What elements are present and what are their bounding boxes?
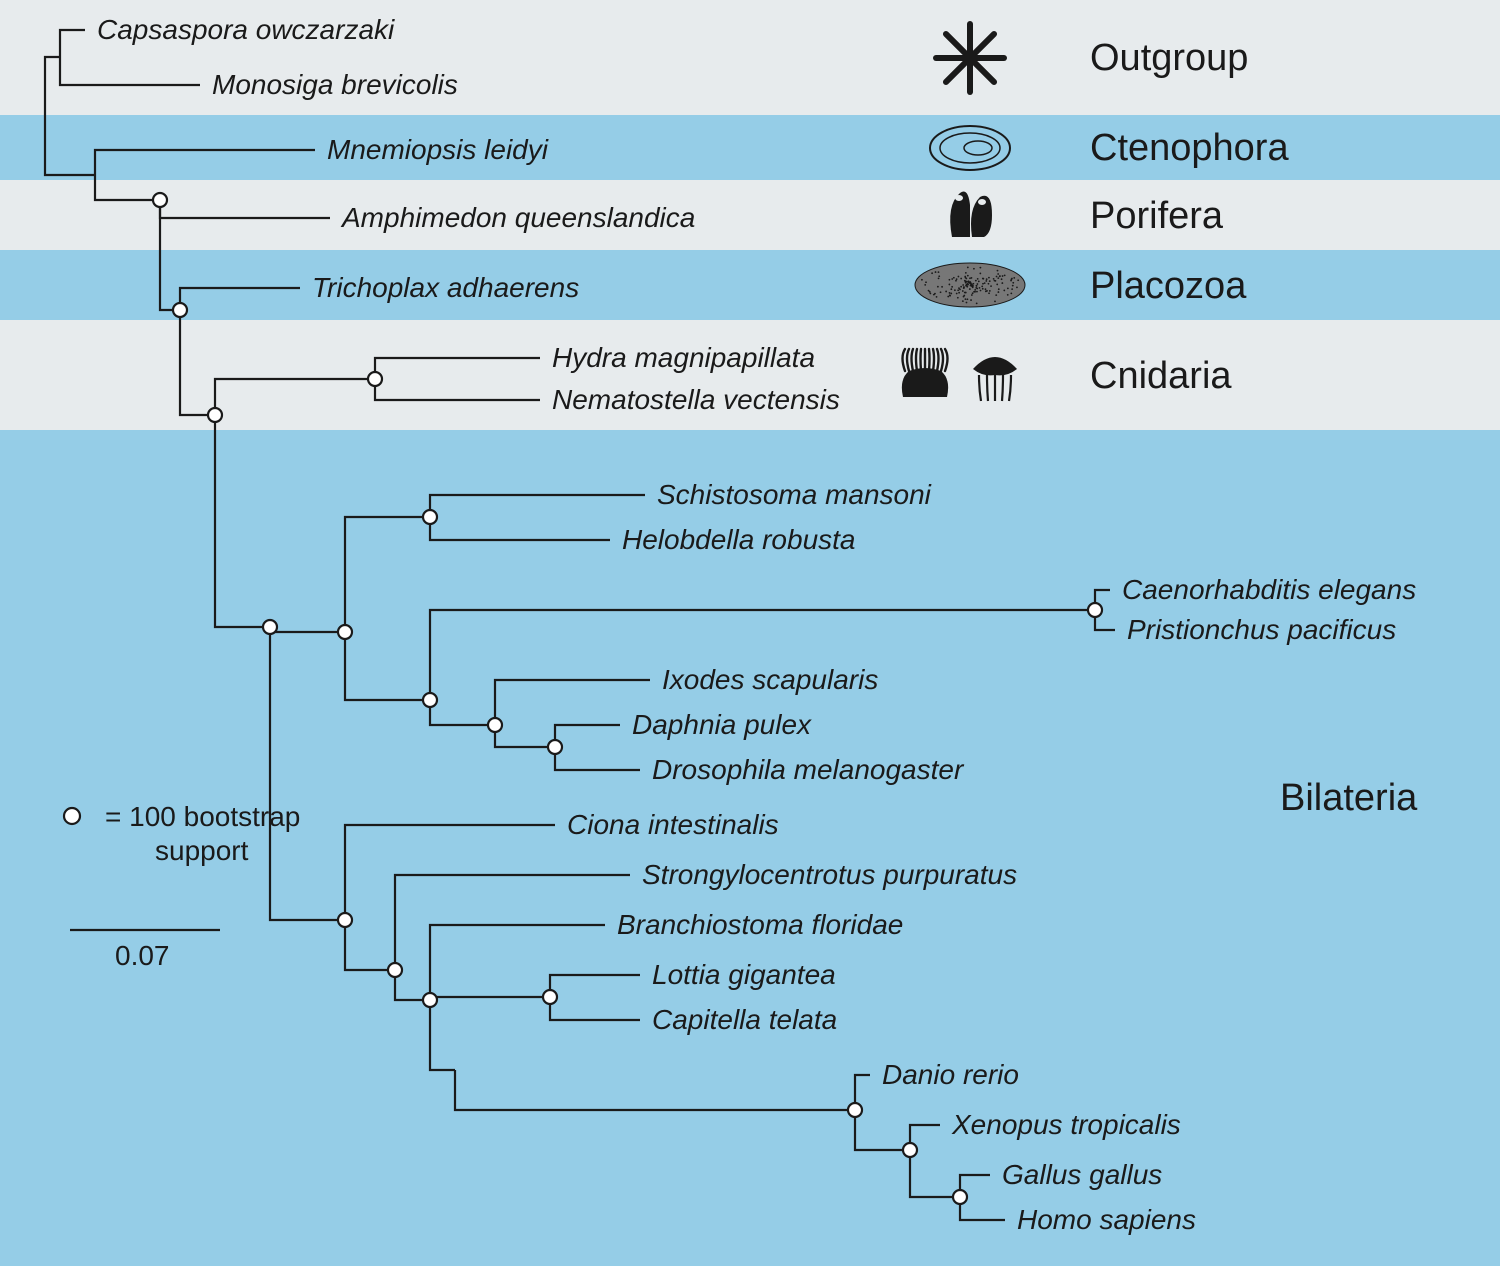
species-label: Gallus gallus [1002, 1159, 1162, 1190]
phylogenetic-tree-figure: Capsaspora owczarzaki Monosiga brevicolis… [0, 0, 1500, 1266]
legend-node-icon [64, 808, 80, 824]
species-label: Drosophila melanogaster [652, 754, 965, 785]
bootstrap-node [903, 1143, 917, 1157]
band-placozoa [0, 250, 1500, 320]
species-label: Ciona intestinalis [567, 809, 779, 840]
group-label-cnidaria: Cnidaria [1090, 355, 1232, 397]
species-label: Caenorhabditis elegans [1122, 574, 1416, 605]
species-label: Mnemiopsis leidyi [327, 134, 549, 165]
group-label-bilateria: Bilateria [1280, 777, 1418, 819]
group-label-ctenophora: Ctenophora [1090, 127, 1289, 169]
species-label: Branchiostoma floridae [617, 909, 903, 940]
bootstrap-node [263, 620, 277, 634]
bootstrap-node [423, 510, 437, 524]
species-label: Capitella telata [652, 1004, 837, 1035]
species-label: Lottia gigantea [652, 959, 836, 990]
legend-text: support [155, 835, 249, 866]
bootstrap-node [208, 408, 222, 422]
species-label: Xenopus tropicalis [951, 1109, 1181, 1140]
bootstrap-node [1088, 603, 1102, 617]
species-label: Daphnia pulex [632, 709, 812, 740]
species-label: Amphimedon queenslandica [340, 202, 695, 233]
species-label: Trichoplax adhaerens [312, 272, 579, 303]
species-label: Nematostella vectensis [552, 384, 840, 415]
bootstrap-node [488, 718, 502, 732]
scale-label: 0.07 [115, 940, 170, 971]
bootstrap-node [423, 993, 437, 1007]
legend-text: = 100 bootstrap [105, 801, 300, 832]
bootstrap-node [548, 740, 562, 754]
species-label: Schistosoma mansoni [657, 479, 932, 510]
placozoa-icon [915, 263, 1025, 307]
species-label: Capsaspora owczarzaki [97, 14, 395, 45]
bootstrap-node [173, 303, 187, 317]
species-label: Homo sapiens [1017, 1204, 1196, 1235]
bootstrap-node [423, 693, 437, 707]
group-label-outgroup: Outgroup [1090, 37, 1248, 79]
outgroup-icon [936, 24, 1004, 92]
species-label: Strongylocentrotus purpuratus [642, 859, 1017, 890]
species-label: Monosiga brevicolis [212, 69, 458, 100]
species-label: Pristionchus pacificus [1127, 614, 1396, 645]
species-label: Danio rerio [882, 1059, 1019, 1090]
bootstrap-node [848, 1103, 862, 1117]
bootstrap-node [338, 913, 352, 927]
bootstrap-node [338, 625, 352, 639]
species-label: Ixodes scapularis [662, 664, 878, 695]
band-porifera [0, 180, 1500, 250]
bootstrap-node [953, 1190, 967, 1204]
bootstrap-node [388, 963, 402, 977]
bootstrap-node [543, 990, 557, 1004]
bootstrap-node [153, 193, 167, 207]
group-label-placozoa: Placozoa [1090, 265, 1247, 307]
species-label: Hydra magnipapillata [552, 342, 815, 373]
bootstrap-node [368, 372, 382, 386]
species-label: Helobdella robusta [622, 524, 856, 555]
group-label-porifera: Porifera [1090, 195, 1224, 237]
